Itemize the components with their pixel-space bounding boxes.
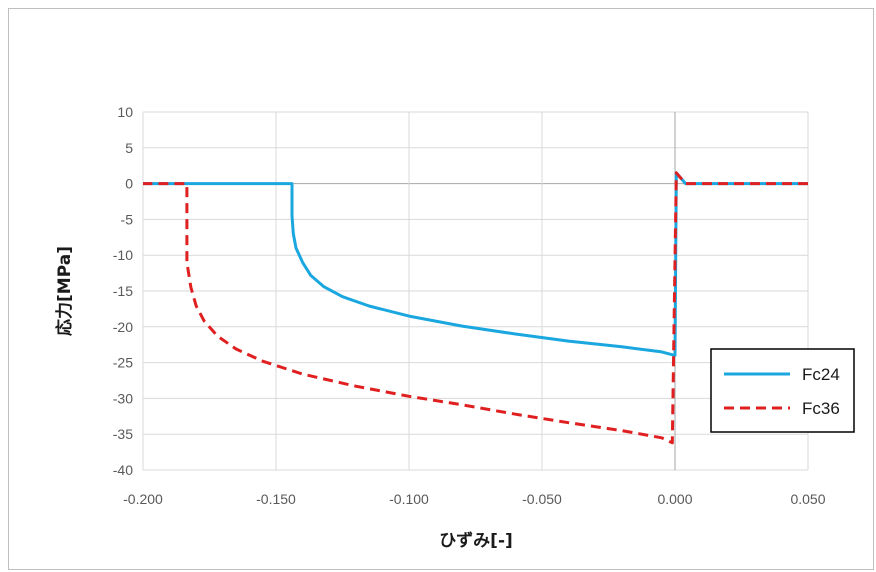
y-tick-label: -40 — [113, 462, 133, 478]
x-tick-label: -0.200 — [123, 491, 163, 507]
legend-label-fc24: Fc24 — [802, 365, 840, 384]
y-axis-title: 応力[MPa] — [54, 246, 75, 336]
y-tick-label: 5 — [125, 140, 133, 156]
y-tick-label: -25 — [113, 355, 133, 371]
series-line-fc24 — [143, 171, 808, 357]
legend-box — [710, 348, 855, 433]
x-tick-label: -0.150 — [256, 491, 296, 507]
y-tick-label: 10 — [117, 104, 133, 120]
legend: Fc24 Fc36 — [710, 348, 855, 433]
gridlines — [142, 111, 809, 471]
chart-area — [8, 8, 874, 570]
y-tick-label: -35 — [113, 426, 133, 442]
y-tick-label: 0 — [125, 176, 133, 192]
x-tick-label: 0.050 — [790, 491, 825, 507]
y-tick-label: -5 — [121, 211, 134, 227]
y-tick-label: -15 — [113, 283, 133, 299]
x-tick-label: 0.000 — [657, 491, 692, 507]
y-tick-label: -30 — [113, 390, 133, 406]
x-axis-title: ひずみ[-] — [439, 531, 513, 551]
x-tick-label: -0.100 — [389, 491, 429, 507]
y-tick-label: -10 — [113, 247, 133, 263]
legend-label-fc36: Fc36 — [802, 399, 840, 418]
tick-labels: 10 5 0 -5 -10 -15 -20 -25 -30 -35 -40 -0.200 -0.150 -… — [113, 104, 826, 507]
series-lines — [143, 171, 808, 445]
x-tick-label: -0.050 — [522, 491, 562, 507]
y-tick-label: -20 — [113, 319, 133, 335]
series-line-fc36 — [143, 171, 808, 445]
